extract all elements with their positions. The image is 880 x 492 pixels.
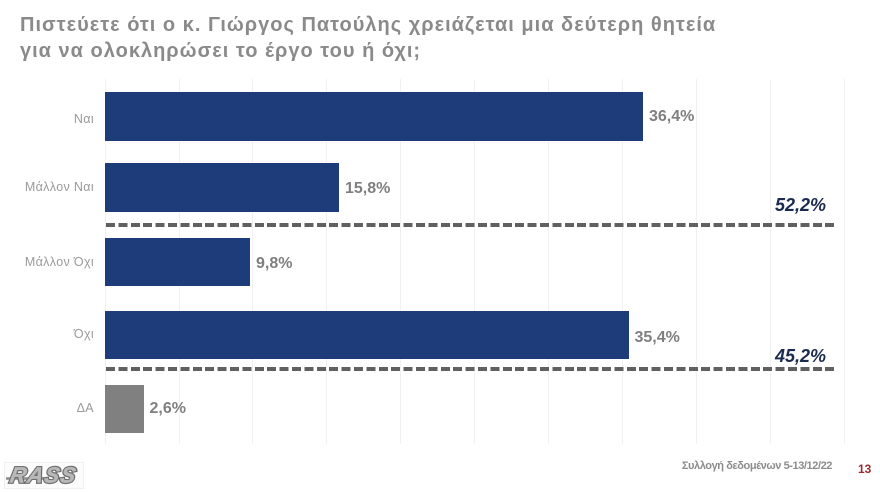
svg-text:RASS: RASS xyxy=(8,462,79,487)
svg-text:RASS: RASS xyxy=(8,462,79,487)
